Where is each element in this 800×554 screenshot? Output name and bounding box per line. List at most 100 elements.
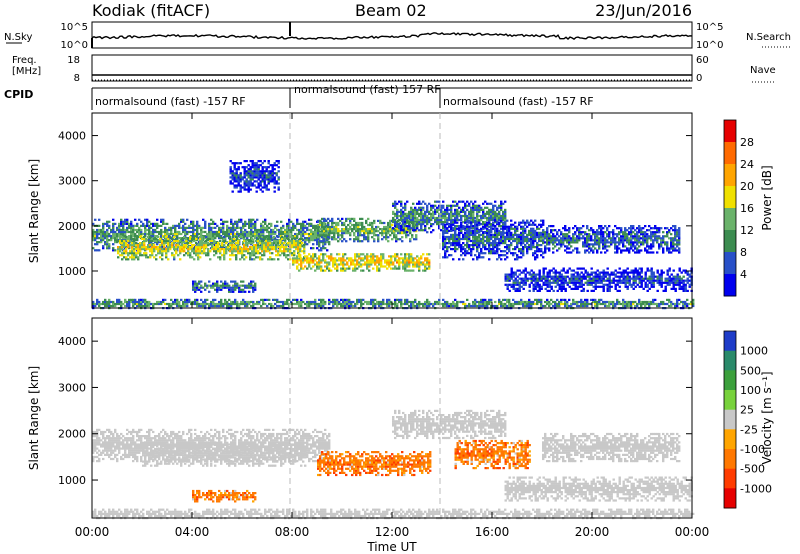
heatmap-cell [235,248,238,251]
heatmap-cell [212,235,215,238]
heatmap-cell [275,250,278,253]
heatmap-cell [116,232,119,236]
heatmap-cell [578,239,581,242]
heatmap-cell [676,281,679,284]
heatmap-cell [131,256,134,259]
heatmap-cell [241,248,244,251]
heatmap-cell [270,224,273,227]
heatmap-cell [221,248,224,251]
heatmap-cell [490,210,493,213]
heatmap-cell [424,218,427,222]
heatmap-cell [236,286,239,289]
heatmap-cell [518,239,521,243]
heatmap-cell [171,244,174,247]
heatmap-cell [582,277,585,280]
heatmap-cell [498,212,501,215]
heatmap-cell [512,287,515,290]
heatmap-cell [234,232,237,236]
heatmap-cell [400,200,403,203]
heatmap-cell [562,227,565,230]
heatmap-cell [554,279,557,282]
heatmap-cell [323,240,326,243]
heatmap-cell [362,259,365,262]
heatmap-cell [248,230,251,234]
heatmap-cell [500,216,503,220]
heatmap-cell [414,218,417,222]
heatmap-cell [466,233,469,236]
heatmap-cell [357,234,360,237]
heatmap-cell [168,232,171,236]
heatmap-cell [387,232,390,235]
heatmap-cell [125,252,128,255]
heatmap-cell [456,225,459,228]
heatmap-cell [302,230,305,234]
heatmap-cell [227,246,230,249]
heatmap-cell [498,221,501,224]
heatmap-cell [396,225,399,228]
heatmap-cell [262,230,265,234]
heatmap-cell [249,252,252,255]
heatmap-cell [536,231,539,234]
heatmap-cell [275,248,278,251]
heatmap-cell [562,237,565,240]
heatmap-cell [650,279,653,282]
heatmap-cell [150,226,153,229]
heatmap-cell [402,210,405,213]
heatmap-cell [440,214,443,218]
heatmap-cell [546,239,549,242]
heatmap-cell [231,250,234,253]
heatmap-cell [658,275,661,278]
heatmap-cell [187,242,190,245]
heatmap-cell [526,242,529,245]
heatmap-cell [157,250,160,253]
heatmap-cell [568,237,571,240]
heatmap-cell [568,239,571,242]
heatmap-cell [688,285,691,288]
heatmap-cell [666,273,669,276]
heatmap-cell [596,269,599,272]
heatmap-cell [318,265,321,268]
heatmap-cell [296,261,299,264]
heatmap-cell [378,263,381,266]
heatmap-cell [320,265,323,268]
heatmap-cell [454,216,457,220]
heatmap-cell [568,243,571,246]
heatmap-cell [436,200,439,203]
heatmap-cell [320,259,323,262]
heatmap-cell [634,279,637,282]
heatmap-cell [283,252,286,255]
heatmap-cell [416,227,419,230]
heatmap-cell [269,242,272,245]
heatmap-cell [393,234,396,237]
heatmap-cell [318,243,321,246]
heatmap-cell [488,244,491,247]
heatmap-cell [452,242,455,245]
heatmap-cell [143,237,146,241]
heatmap-cell [308,263,311,266]
heatmap-cell [150,241,153,244]
heatmap-cell [135,252,138,255]
heatmap-cell [275,180,278,183]
heatmap-cell [137,235,140,239]
heatmap-cell [340,257,343,260]
heatmap-cell [626,275,629,278]
heatmap-cell [222,284,225,287]
heatmap-cell [396,214,399,218]
heatmap-cell [562,241,565,244]
heatmap-cell [197,246,200,249]
heatmap-cell [364,257,367,260]
heatmap-cell [364,255,367,258]
heatmap-cell [152,228,155,232]
heatmap-cell [470,231,473,234]
heatmap-cell [680,281,683,284]
heatmap-cell [205,235,208,239]
heatmap-cell [102,237,105,240]
heatmap-cell [488,248,491,251]
heatmap-cell [408,255,411,258]
heatmap-cell [524,237,527,241]
heatmap-cell [434,218,437,222]
heatmap-cell [300,228,303,232]
heatmap-cell [341,230,344,233]
heatmap-cell [226,286,229,289]
heatmap-cell [96,249,99,252]
